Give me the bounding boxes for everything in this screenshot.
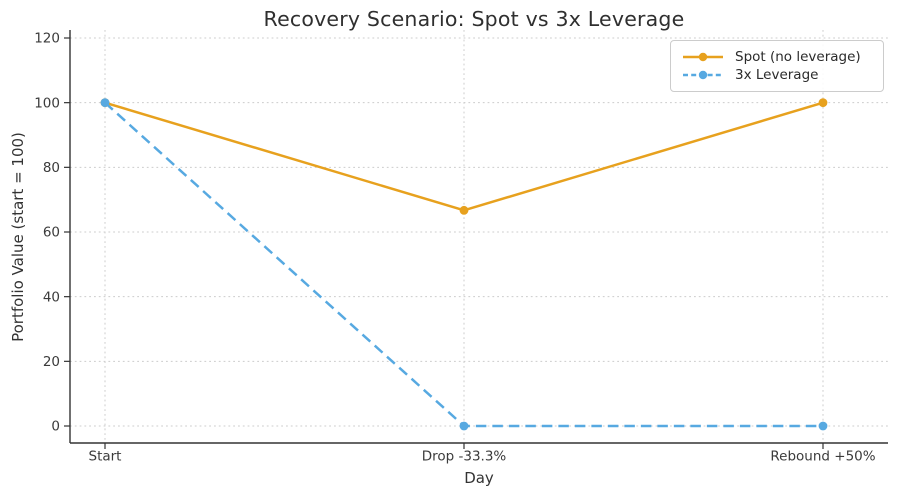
data-point-marker-1 <box>818 421 828 431</box>
x-tick-label: Drop -33.3% <box>422 449 507 465</box>
legend: Spot (no leverage) 3x Leverage <box>670 40 884 92</box>
y-tick-label: 100 <box>34 95 60 111</box>
legend-item-leverage: 3x Leverage <box>680 67 874 83</box>
data-point-marker-1 <box>100 98 110 108</box>
data-point-marker-0 <box>459 205 469 215</box>
y-tick-label: 20 <box>43 354 60 370</box>
data-point-marker-1 <box>459 421 469 431</box>
y-tick-label: 0 <box>51 419 60 435</box>
legend-label-spot: Spot (no leverage) <box>735 49 861 65</box>
y-tick-label: 80 <box>43 160 60 176</box>
chart-title: Recovery Scenario: Spot vs 3x Leverage <box>263 7 685 31</box>
x-tick-label: Start <box>89 449 122 465</box>
legend-leverage-line-sample <box>683 70 723 80</box>
x-tick-label: Rebound +50% <box>770 449 875 465</box>
y-axis-label: Portfolio Value (start = 100) <box>9 132 27 342</box>
y-tick-label: 60 <box>43 225 60 241</box>
y-tick-label: 120 <box>34 31 60 47</box>
legend-label-leverage: 3x Leverage <box>735 67 819 83</box>
legend-item-spot: Spot (no leverage) <box>680 49 874 65</box>
data-point-marker-0 <box>818 98 828 108</box>
x-axis-label: Day <box>464 469 494 487</box>
legend-spot-line-sample <box>683 52 723 62</box>
y-tick-label: 40 <box>43 289 60 305</box>
